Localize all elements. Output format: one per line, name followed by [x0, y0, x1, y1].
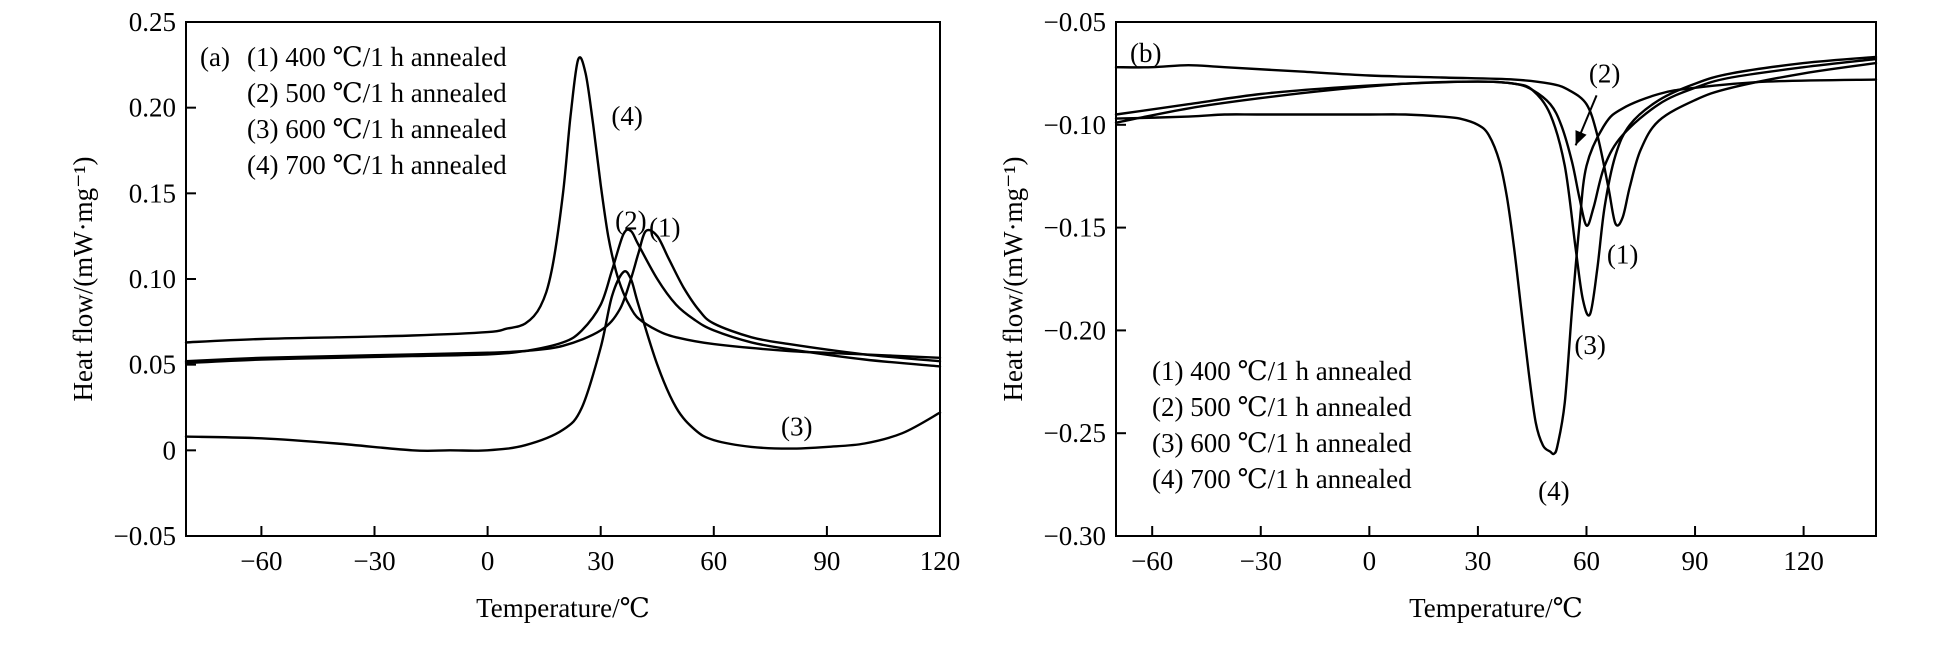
panel-a-curve-1 [184, 228, 942, 363]
panel-b-annotations: (1) (2) (3) (4) [1538, 58, 1638, 505]
panel-a-xtick-label: −60 [240, 546, 282, 576]
panel-b-xtick-label: 0 [1363, 546, 1377, 576]
panel-b-curve-label-1: (1) [1607, 239, 1638, 269]
panel-a-ytick-label: 0.10 [129, 264, 176, 294]
panel-b-curve-4 [1114, 78, 1878, 456]
panel-b-ytick-label: −0.30 [1044, 521, 1106, 551]
panel-b-curve-2 [1114, 57, 1878, 227]
panel-a-legend-1: (1) 400 ℃/1 h annealed [247, 42, 507, 72]
panel-b-legend: (1) 400 ℃/1 h annealed (2) 500 ℃/1 h ann… [1152, 356, 1412, 494]
panel-b-arrow-head [1575, 130, 1587, 146]
panel-b-curve-3 [1114, 55, 1878, 317]
panel-b-curve-label-2: (2) [1589, 58, 1620, 88]
panel-b-xtick-label: 90 [1682, 546, 1709, 576]
panel-a-xtick-label: 30 [587, 546, 614, 576]
panel-a-curves [184, 56, 942, 453]
panel-b-curve-label-3: (3) [1574, 330, 1605, 360]
panel-a-ytick-label: 0.20 [129, 93, 176, 123]
panel-b-label: (b) [1130, 38, 1161, 68]
panel-b-legend-1: (1) 400 ℃/1 h annealed [1152, 356, 1412, 386]
panel-a-annotations: (1)(2) (3) (4) [611, 101, 812, 441]
panel-a-curve-2 [184, 228, 942, 368]
panel-a-ylabel: Heat flow/(mW·mg⁻¹) [68, 156, 98, 401]
panel-b: (b) (1) 400 ℃/1 h annealed (2) 500 ℃/1 h… [998, 7, 1878, 623]
panel-a-label: (a) [200, 42, 230, 72]
panel-b-ytick-label: −0.10 [1044, 110, 1106, 140]
panel-b-curve-label-4: (4) [1538, 476, 1569, 506]
panel-a-ytick-label: 0.25 [129, 7, 176, 37]
panel-b-legend-3: (3) 600 ℃/1 h annealed [1152, 428, 1412, 458]
panel-b-xtick-label: 30 [1464, 546, 1491, 576]
panel-b-xtick-label: −60 [1131, 546, 1173, 576]
panel-b-legend-2: (2) 500 ℃/1 h annealed [1152, 392, 1412, 422]
panel-a-xtick-label: −30 [353, 546, 395, 576]
panel-b-xtick-label: −30 [1240, 546, 1282, 576]
panel-a: (a) (1) 400 ℃/1 h annealed (2) 500 ℃/1 h… [68, 7, 960, 623]
panel-a-legend-4: (4) 700 ℃/1 h annealed [247, 150, 507, 180]
panel-b-curve-1 [1114, 61, 1878, 227]
panel-a-ytick-label: 0.05 [129, 350, 176, 380]
panel-b-ytick-label: −0.15 [1044, 213, 1106, 243]
panel-a-legend-3: (3) 600 ℃/1 h annealed [247, 114, 507, 144]
panel-a-curve-label-1: (1) [649, 213, 680, 243]
panel-a-curve-label-2: (2) [615, 206, 646, 236]
panel-b-xtick-label: 60 [1573, 546, 1600, 576]
panel-a-curve-4 [184, 56, 942, 359]
panel-a-xlabel: Temperature/℃ [476, 593, 650, 623]
panel-a-legend: (1) 400 ℃/1 h annealed (2) 500 ℃/1 h ann… [247, 42, 507, 180]
panel-b-ytick-label: −0.25 [1044, 418, 1106, 448]
panel-b-xlabel: Temperature/℃ [1409, 593, 1583, 623]
panel-b-ytick-label: −0.20 [1044, 315, 1106, 345]
panel-a-xtick-label: 0 [481, 546, 495, 576]
panel-b-curves [1114, 55, 1878, 456]
panel-b-ticks: −60 −30 0 30 60 90 120 −0.30 −0.25 −0.20 −0.15 −0.1… [1044, 7, 1824, 576]
panel-a-curve-3 [184, 270, 942, 453]
panel-b-ylabel: Heat flow/(mW·mg⁻¹) [998, 156, 1028, 401]
panel-b-ytick-label: −0.05 [1044, 7, 1106, 37]
panel-b-legend-4: (4) 700 ℃/1 h annealed [1152, 464, 1412, 494]
panel-a-ytick-label: 0.15 [129, 178, 176, 208]
panel-b-frame [1115, 21, 1877, 537]
panel-a-xtick-label: 120 [920, 546, 961, 576]
panel-a-ytick-label: 0 [163, 435, 177, 465]
panel-a-curve-label-3: (3) [781, 411, 812, 441]
panel-a-ticks: −60 −30 0 30 60 90 120 −0.05 0 0.05 0.10 0.15 0.20 0.… [114, 7, 961, 576]
panel-a-curve-label-4: (4) [611, 101, 642, 131]
panel-a-xtick-label: 90 [813, 546, 840, 576]
panel-a-ytick-label: −0.05 [114, 521, 176, 551]
panel-a-xtick-label: 60 [700, 546, 727, 576]
panel-a-legend-2: (2) 500 ℃/1 h annealed [247, 78, 507, 108]
panel-b-xtick-label: 120 [1783, 546, 1824, 576]
